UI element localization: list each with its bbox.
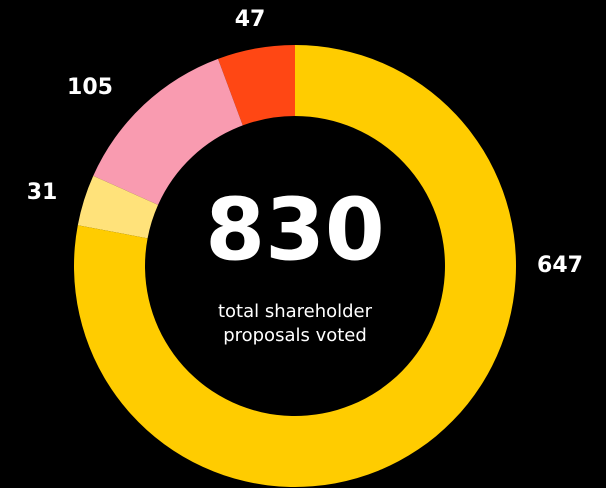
donut-segment bbox=[93, 58, 243, 205]
data-label: 31 bbox=[27, 180, 58, 205]
data-label: 105 bbox=[67, 75, 113, 100]
data-label: 47 bbox=[235, 7, 266, 32]
donut-segment bbox=[77, 175, 159, 239]
donut-segment bbox=[218, 45, 295, 126]
center-text: total shareholder proposals voted bbox=[217, 301, 373, 346]
donut-segment bbox=[73, 45, 516, 487]
data-label: 647 bbox=[537, 253, 583, 278]
total-value: 830 bbox=[205, 180, 385, 280]
